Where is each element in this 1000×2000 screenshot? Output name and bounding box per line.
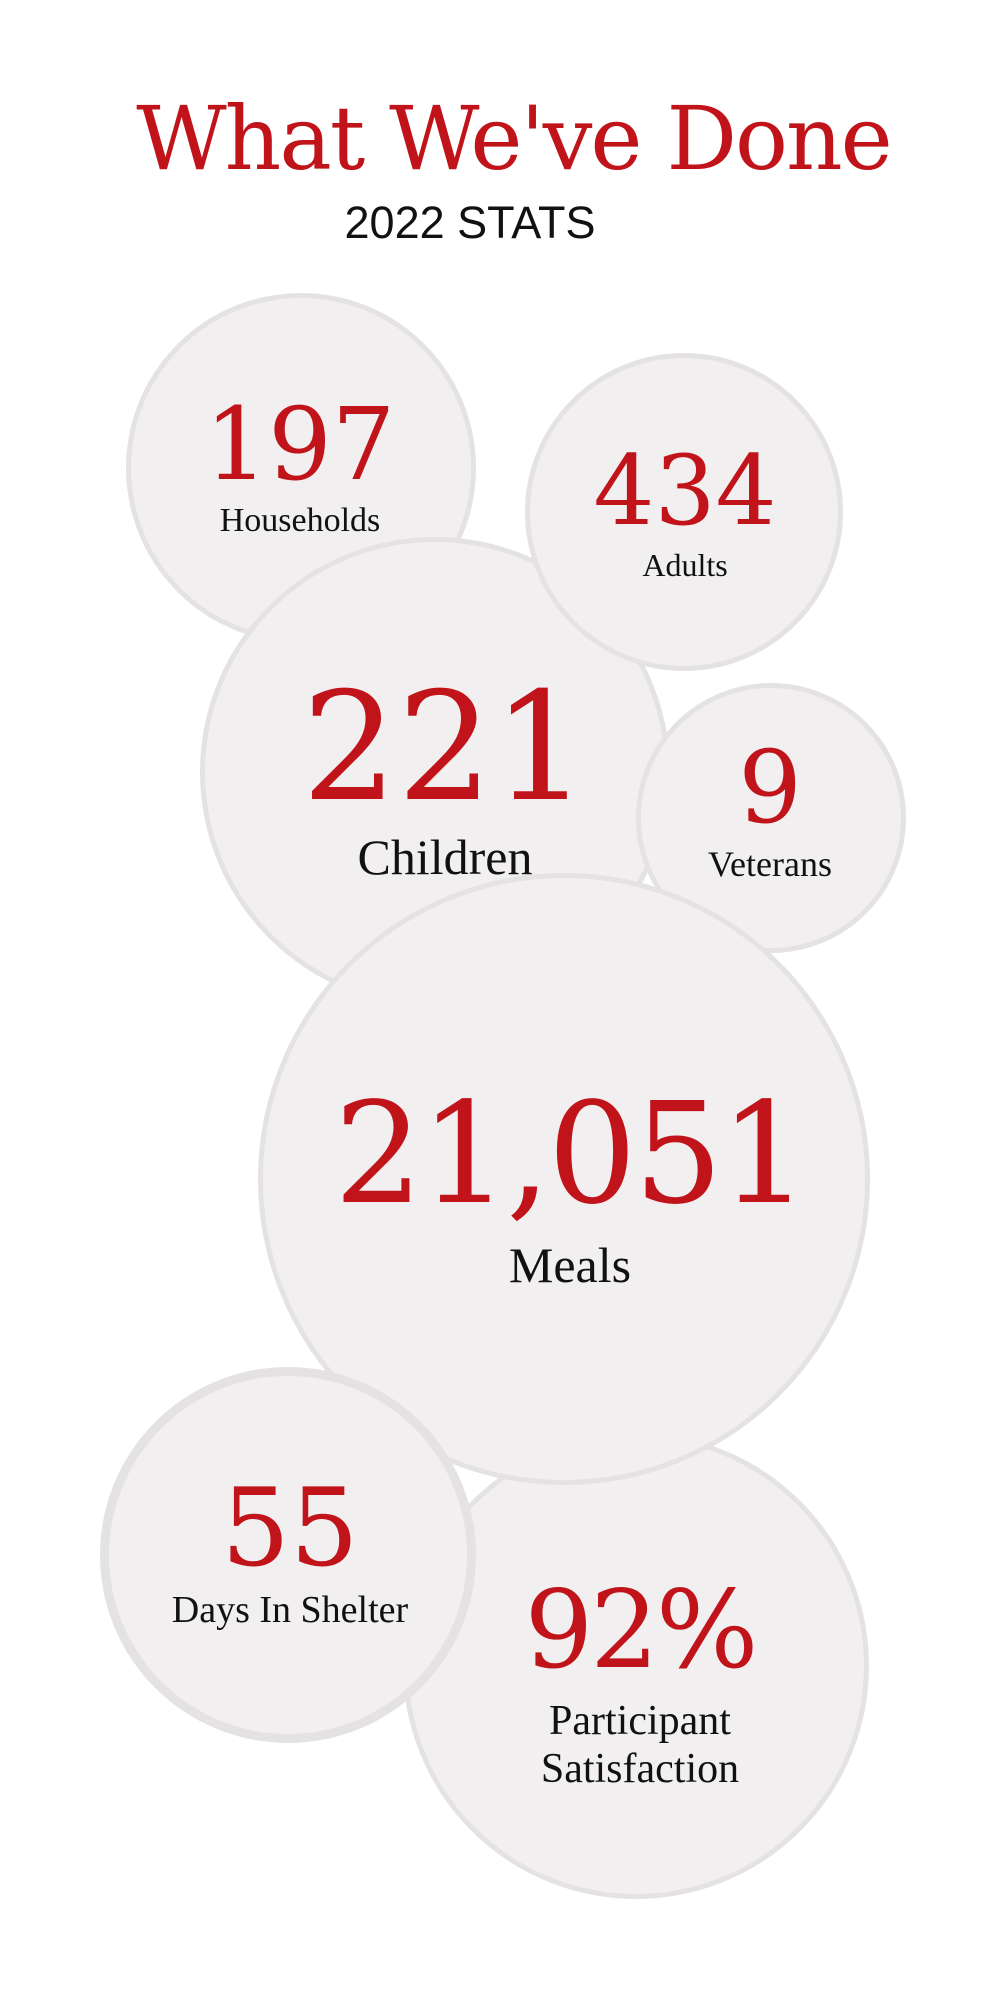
participant-satisfaction-value: 92% xyxy=(524,1568,758,1693)
households-value: 197 xyxy=(204,386,396,503)
veterans-value: 9 xyxy=(738,729,802,846)
participant-satisfaction-label-line2: Satisfaction xyxy=(540,1746,740,1793)
days-in-shelter-label: Days In Shelter xyxy=(171,1589,409,1631)
adults-label: Adults xyxy=(642,547,728,583)
adults-value: 434 xyxy=(593,435,777,547)
meals-label: Meals xyxy=(508,1237,632,1293)
adults-bubble xyxy=(525,353,843,671)
children-value: 221 xyxy=(301,661,589,835)
days-in-shelter-stat: 55 Days In Shelter xyxy=(140,1475,440,1633)
children-label: Children xyxy=(357,829,533,885)
days-in-shelter-value: 55 xyxy=(221,1466,359,1591)
households-label: Households xyxy=(219,502,381,539)
veterans-stat: 9 Veterans xyxy=(660,738,880,885)
households-stat: 197 Households xyxy=(150,395,450,540)
children-stat: 221 Children xyxy=(260,673,630,887)
participant-satisfaction-stat: 92% Participant Satisfaction xyxy=(490,1577,790,1794)
adults-stat: 434 Adults xyxy=(535,443,835,584)
meals-stat: 21,051 Meals xyxy=(290,1085,850,1295)
veterans-label: Veterans xyxy=(708,844,832,884)
days-in-shelter-bubble xyxy=(100,1367,476,1743)
participant-satisfaction-label-line1: Participant xyxy=(549,1698,731,1744)
meals-value: 21,051 xyxy=(334,1073,809,1236)
page-title: What We've Done xyxy=(136,87,893,190)
page-subtitle: 2022 STATS xyxy=(344,197,596,248)
